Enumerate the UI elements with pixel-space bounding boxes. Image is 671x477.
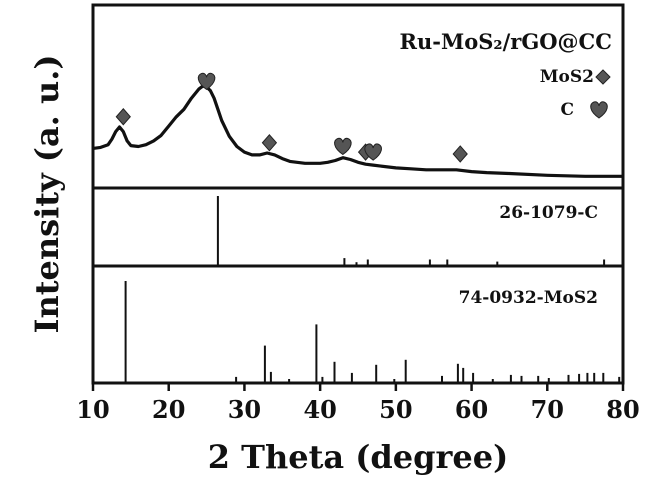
legend-diamond-icon [595,69,611,85]
x-tick-label: 50 [379,395,412,424]
carbon-peak-marker [334,137,352,156]
mos2-peak-marker [261,134,278,152]
panel-label-carbon: 26-1079-C [499,203,598,223]
carbon-reference-panel [216,196,606,265]
panel-bottom-frame [91,264,625,385]
x-tick-label: 20 [152,395,185,424]
x-tick-label: 60 [455,395,488,424]
composite-pattern-panel [92,72,623,178]
legend-heart-icon [590,101,608,119]
x-axis-ticks: 10 20 30 40 50 60 70 80 [76,383,640,424]
y-axis-title: Intensity (a. u.) [28,54,66,333]
x-tick-label: 70 [531,395,564,424]
x-tick-label: 10 [76,395,109,424]
x-tick-label: 80 [606,395,639,424]
panel-label-mos2: 74-0932-MoS2 [459,288,598,308]
mos2-peak-marker [115,108,131,126]
x-tick-label: 40 [303,395,336,424]
xrd-pattern-line [92,84,623,178]
legend-title: Ru-MoS₂/rGO@CC [400,29,612,54]
carbon-peak-marker [197,72,216,91]
x-axis-title: 2 Theta (degree) [208,438,508,476]
x-tick-label: 30 [228,395,261,424]
mos2-peak-marker [452,145,468,163]
mos2-reference-panel [124,281,621,382]
legend-label-c: C [560,100,574,120]
legend-label-mos2: MoS2 [540,67,594,87]
panel-middle-frame [91,186,625,268]
carbon-peak-marker [364,143,382,161]
